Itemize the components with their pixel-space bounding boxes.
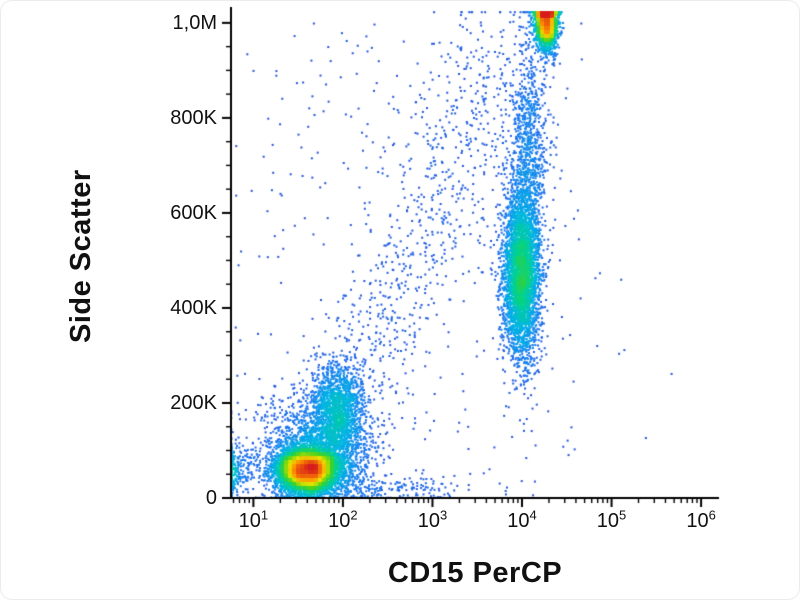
x-tick-base: 10 xyxy=(328,510,351,532)
y-tick-label-400K: 400K xyxy=(170,296,217,319)
x-axis-title: CD15 PerCP xyxy=(387,557,563,589)
x-tick-base: 10 xyxy=(238,510,261,532)
scatter-plot-canvas xyxy=(201,1,731,521)
y-tick-label-800K: 800K xyxy=(170,106,217,129)
x-tick-exponent: 5 xyxy=(619,507,627,523)
x-tick-label-10e3: 103 xyxy=(402,507,462,533)
x-tick-exponent: 3 xyxy=(439,507,448,523)
x-tick-exponent: 4 xyxy=(529,507,537,523)
x-tick-base: 10 xyxy=(417,510,440,532)
x-tick-label-10e5: 105 xyxy=(582,507,642,533)
x-tick-label-10e4: 104 xyxy=(492,507,552,533)
x-tick-exponent: 1 xyxy=(260,507,269,523)
x-tick-base: 10 xyxy=(507,510,530,532)
x-tick-label-10e2: 102 xyxy=(313,507,373,533)
y-tick-label-200K: 200K xyxy=(170,391,217,414)
x-tick-base: 10 xyxy=(686,510,709,532)
x-tick-exponent: 6 xyxy=(708,507,716,523)
x-tick-label-10e1: 101 xyxy=(223,507,283,533)
y-tick-label-0: 0 xyxy=(205,487,217,509)
y-tick-label-10M: 1,0M xyxy=(172,11,217,34)
y-tick-label-600K: 600K xyxy=(170,201,217,224)
x-tick-base: 10 xyxy=(596,510,620,532)
x-tick-label-10e6: 106 xyxy=(671,507,731,533)
x-tick-exponent: 2 xyxy=(350,507,358,523)
y-axis-title: Side Scatter xyxy=(65,169,97,343)
